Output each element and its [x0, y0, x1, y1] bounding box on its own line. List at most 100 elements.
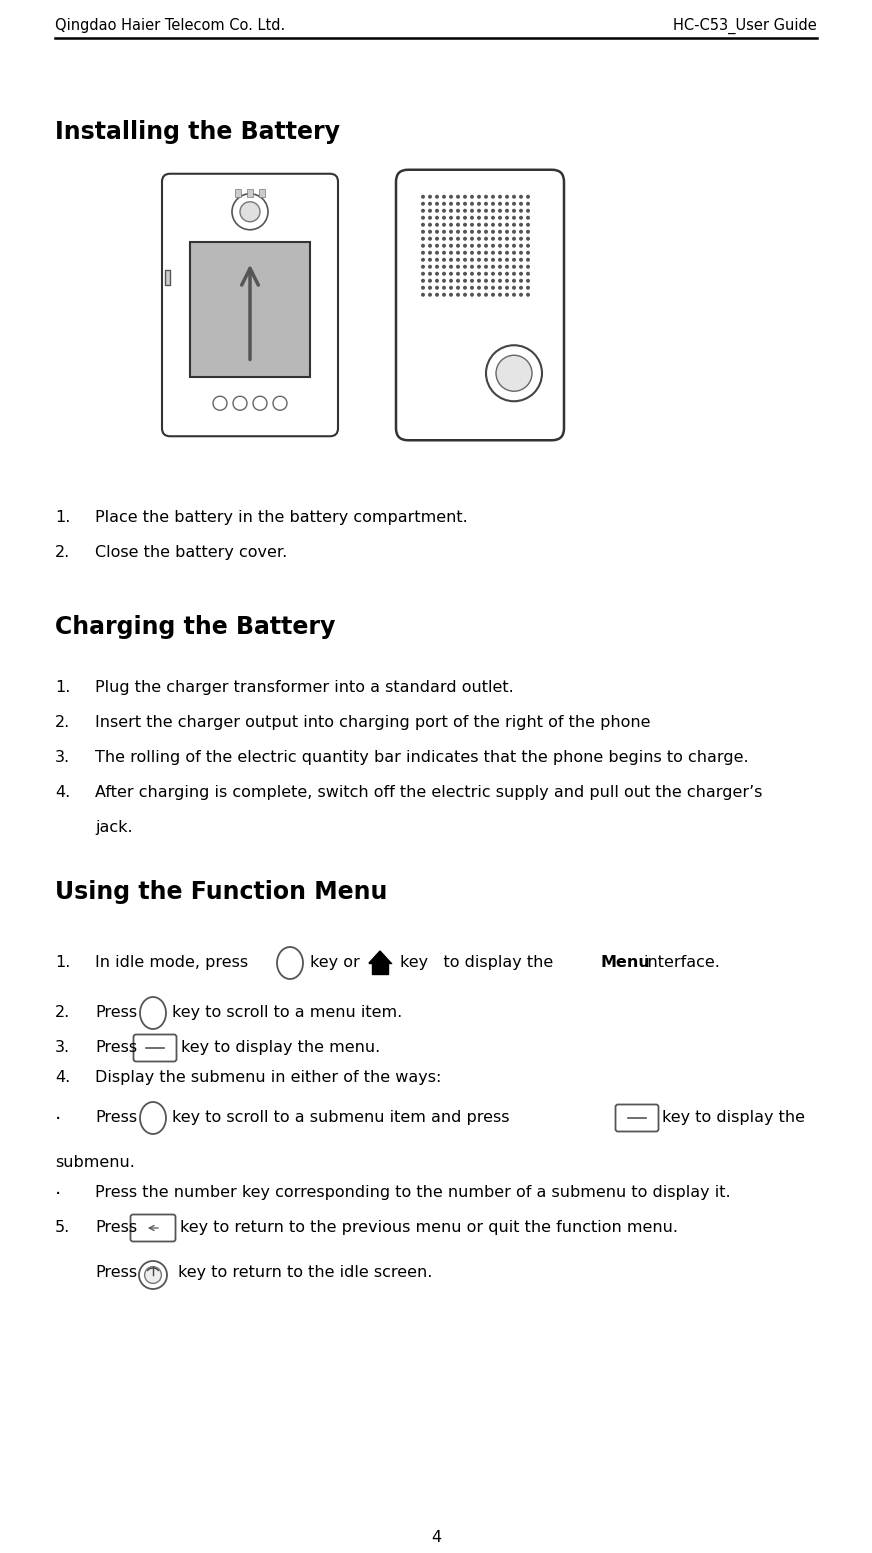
Text: 3.: 3. — [55, 750, 70, 766]
Circle shape — [435, 236, 439, 241]
Circle shape — [519, 264, 523, 269]
Circle shape — [491, 202, 495, 205]
Circle shape — [505, 194, 509, 199]
Circle shape — [498, 222, 502, 227]
Circle shape — [456, 286, 460, 290]
Circle shape — [442, 278, 446, 283]
Circle shape — [449, 194, 453, 199]
Circle shape — [526, 264, 530, 269]
Circle shape — [442, 250, 446, 255]
Circle shape — [484, 230, 488, 235]
Circle shape — [498, 236, 502, 241]
Circle shape — [421, 208, 425, 213]
Text: Installing the Battery: Installing the Battery — [55, 120, 340, 144]
Circle shape — [442, 236, 446, 241]
Circle shape — [449, 244, 453, 248]
Text: After charging is complete, switch off the electric supply and pull out the char: After charging is complete, switch off t… — [95, 784, 762, 800]
Circle shape — [421, 202, 425, 205]
Text: Place the battery in the battery compartment.: Place the battery in the battery compart… — [95, 509, 467, 525]
Circle shape — [491, 250, 495, 255]
Circle shape — [449, 258, 453, 262]
Circle shape — [498, 278, 502, 283]
Circle shape — [505, 236, 509, 241]
Circle shape — [505, 244, 509, 248]
Ellipse shape — [140, 997, 166, 1030]
Circle shape — [477, 264, 481, 269]
Circle shape — [519, 286, 523, 290]
Circle shape — [477, 286, 481, 290]
Circle shape — [491, 194, 495, 199]
Circle shape — [428, 222, 432, 227]
Circle shape — [463, 294, 467, 297]
Circle shape — [421, 278, 425, 283]
Circle shape — [442, 244, 446, 248]
Circle shape — [273, 396, 287, 410]
Circle shape — [477, 278, 481, 283]
Circle shape — [498, 286, 502, 290]
Circle shape — [428, 250, 432, 255]
Circle shape — [435, 216, 439, 221]
Circle shape — [526, 258, 530, 262]
Circle shape — [498, 216, 502, 221]
Circle shape — [421, 216, 425, 221]
Circle shape — [519, 216, 523, 221]
Circle shape — [477, 208, 481, 213]
Circle shape — [512, 236, 516, 241]
Circle shape — [449, 222, 453, 227]
Circle shape — [435, 294, 439, 297]
Circle shape — [456, 202, 460, 205]
Text: key to display the menu.: key to display the menu. — [181, 1041, 380, 1054]
Circle shape — [498, 208, 502, 213]
Bar — [235, 189, 241, 197]
Text: interface.: interface. — [643, 955, 720, 971]
FancyBboxPatch shape — [616, 1104, 658, 1132]
Ellipse shape — [139, 1261, 167, 1289]
Circle shape — [456, 250, 460, 255]
Circle shape — [470, 286, 474, 290]
Circle shape — [505, 250, 509, 255]
Text: Using the Function Menu: Using the Function Menu — [55, 881, 387, 904]
Text: submenu.: submenu. — [55, 1155, 135, 1169]
Text: Plug the charger transformer into a standard outlet.: Plug the charger transformer into a stan… — [95, 680, 514, 696]
Text: Charging the Battery: Charging the Battery — [55, 615, 336, 638]
Circle shape — [526, 286, 530, 290]
Circle shape — [470, 244, 474, 248]
Text: jack.: jack. — [95, 820, 133, 836]
Circle shape — [526, 208, 530, 213]
Circle shape — [477, 244, 481, 248]
Text: In idle mode, press: In idle mode, press — [95, 955, 249, 971]
Circle shape — [477, 236, 481, 241]
Circle shape — [519, 236, 523, 241]
Circle shape — [463, 216, 467, 221]
Circle shape — [496, 356, 532, 391]
Circle shape — [498, 230, 502, 235]
Circle shape — [505, 286, 509, 290]
Circle shape — [519, 244, 523, 248]
Circle shape — [512, 202, 516, 205]
Circle shape — [421, 250, 425, 255]
Bar — [372, 963, 387, 974]
Circle shape — [435, 222, 439, 227]
Circle shape — [505, 216, 509, 221]
Circle shape — [505, 222, 509, 227]
Text: 2.: 2. — [55, 714, 71, 730]
Circle shape — [421, 294, 425, 297]
Text: The rolling of the electric quantity bar indicates that the phone begins to char: The rolling of the electric quantity bar… — [95, 750, 749, 766]
Circle shape — [505, 202, 509, 205]
Circle shape — [477, 272, 481, 276]
Text: 2.: 2. — [55, 545, 71, 561]
Circle shape — [491, 294, 495, 297]
Circle shape — [463, 230, 467, 235]
Text: 1.: 1. — [55, 680, 71, 696]
Circle shape — [428, 258, 432, 262]
Circle shape — [526, 230, 530, 235]
Circle shape — [512, 208, 516, 213]
Text: 4: 4 — [431, 1530, 441, 1545]
Circle shape — [484, 286, 488, 290]
Circle shape — [435, 208, 439, 213]
Text: Press: Press — [95, 1221, 137, 1235]
Circle shape — [491, 222, 495, 227]
Circle shape — [442, 264, 446, 269]
Circle shape — [463, 244, 467, 248]
Text: 1.: 1. — [55, 955, 71, 971]
